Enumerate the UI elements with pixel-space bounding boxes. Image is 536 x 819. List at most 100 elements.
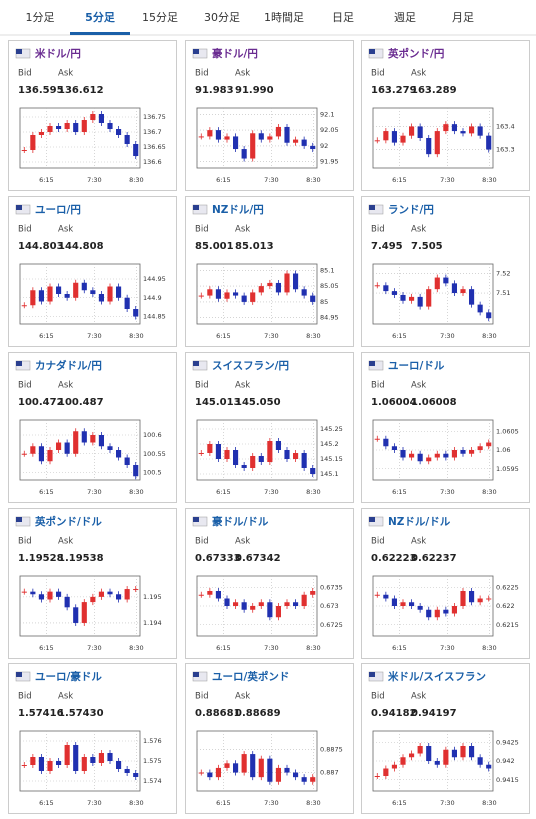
bid-label: Bid (195, 225, 209, 235)
candle (469, 591, 475, 603)
candle (47, 126, 53, 132)
y-tick-label: 92 (320, 142, 328, 150)
candle (267, 441, 273, 462)
y-tick-label: 144.85 (143, 313, 166, 321)
candle (73, 123, 79, 132)
candle (391, 598, 397, 606)
x-tick-label: 7:30 (87, 799, 102, 807)
candle (64, 745, 70, 765)
pair-title[interactable]: ユーロ/ドル (388, 360, 445, 372)
candle (90, 596, 96, 603)
ask-label: Ask (235, 225, 250, 235)
candle (443, 453, 449, 458)
plot-area (19, 107, 141, 169)
ask-label: Ask (411, 381, 426, 391)
tab[interactable]: 5分足 (85, 10, 116, 24)
candle (250, 606, 256, 610)
candle (293, 273, 299, 290)
candle (451, 124, 457, 132)
pair-title[interactable]: ユーロ/英ポンド (212, 670, 289, 683)
pair-title[interactable]: NZドル/ドル (388, 516, 451, 528)
y-tick-label: 100.55 (143, 450, 166, 458)
tab[interactable]: 日足 (332, 11, 354, 24)
bid-label: Bid (371, 381, 385, 391)
y-tick-label: 163.4 (496, 122, 515, 130)
bid-label: Bid (195, 692, 209, 702)
pair-title[interactable]: ユーロ/豪ドル (35, 670, 102, 683)
candle (310, 295, 316, 302)
x-tick-label: 7:30 (264, 488, 279, 496)
candle (207, 772, 213, 778)
candle (383, 131, 389, 141)
y-tick-label: 144.9 (143, 294, 162, 302)
pair-title[interactable]: 米ドル/スイスフラン (387, 670, 486, 683)
flag-mark (369, 205, 375, 210)
y-tick-label: 0.6725 (320, 621, 343, 629)
y-tick-label: 145.25 (320, 425, 343, 433)
candle (383, 285, 389, 292)
ask-value: 136.612 (58, 85, 104, 96)
x-tick-label: 8:30 (306, 644, 321, 652)
candle (477, 126, 483, 136)
pair-title[interactable]: 豪ドル/円 (212, 47, 258, 60)
candle (258, 286, 264, 293)
candle (486, 598, 492, 600)
candle (98, 114, 104, 123)
ask-label: Ask (411, 225, 426, 235)
tab[interactable]: 1分足 (26, 11, 55, 24)
pair-title[interactable]: 英ポンド/ドル (34, 515, 102, 528)
candle (267, 136, 273, 140)
tab[interactable]: 週足 (394, 11, 416, 24)
pair-title[interactable]: 英ポンド/円 (387, 47, 444, 60)
bid-label: Bid (371, 537, 385, 547)
candle (215, 289, 221, 299)
candle (477, 304, 483, 313)
candle (198, 295, 204, 297)
candle (133, 309, 139, 317)
tab[interactable]: 30分足 (204, 11, 240, 24)
flag-mark (369, 517, 375, 522)
candle (98, 591, 104, 597)
bid-value: 0.62223 (371, 553, 417, 564)
bid-value: 100.472 (18, 397, 64, 408)
candle (30, 757, 36, 765)
y-tick-label: 1.576 (143, 737, 162, 745)
candle (293, 453, 299, 459)
candle (81, 282, 87, 291)
candle (21, 765, 27, 766)
pair-title[interactable]: 米ドル/円 (34, 47, 81, 60)
pair-title[interactable]: NZドル/円 (212, 204, 264, 216)
tab[interactable]: 月足 (452, 11, 474, 24)
candle (56, 286, 62, 294)
tab[interactable]: 1時間足 (264, 11, 304, 24)
pair-title[interactable]: スイスフラン/円 (212, 360, 289, 372)
candle (301, 289, 307, 296)
pair-title[interactable]: ユーロ/円 (35, 204, 81, 216)
candle (133, 465, 139, 477)
bid-value: 163.279 (371, 85, 417, 96)
pair-title[interactable]: ランド/円 (388, 204, 434, 216)
candle (417, 126, 423, 138)
bid-value: 0.88681 (195, 708, 241, 719)
plot-area (196, 107, 318, 169)
candle (38, 594, 44, 600)
candle (293, 139, 299, 143)
y-tick-label: 92.1 (320, 110, 334, 118)
ask-value: 163.289 (411, 85, 457, 96)
candle (116, 286, 122, 298)
tab[interactable]: 15分足 (142, 11, 178, 24)
candle (275, 126, 281, 137)
pair-title[interactable]: 豪ドル/ドル (212, 515, 269, 528)
candle (73, 282, 79, 298)
y-tick-label: 1.0595 (496, 465, 519, 473)
candle (116, 450, 122, 458)
candle (233, 450, 239, 465)
pair-title[interactable]: カナダドル/円 (35, 359, 102, 372)
candle (47, 591, 53, 600)
bid-value: 91.983 (195, 85, 234, 96)
candle (73, 431, 79, 454)
y-tick-label: 1.06 (496, 446, 510, 454)
bid-label: Bid (371, 225, 385, 235)
candle (409, 126, 415, 136)
y-tick-label: 163.3 (496, 146, 515, 154)
